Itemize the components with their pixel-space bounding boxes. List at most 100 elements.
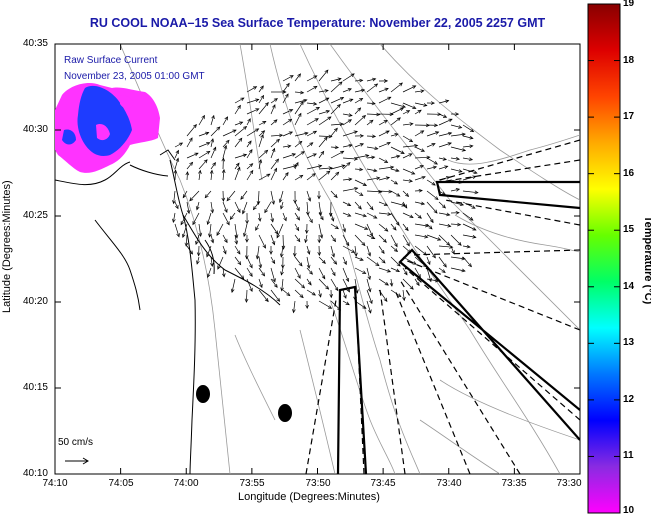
current-vector-head [367, 288, 372, 293]
colorbar [587, 3, 621, 514]
current-vector [294, 256, 303, 267]
current-vector-head [296, 238, 301, 243]
current-vector [426, 190, 439, 200]
current-vector [198, 142, 210, 148]
current-vector-head [437, 237, 442, 241]
current-vector [282, 75, 294, 82]
current-vector [390, 256, 401, 267]
current-vector-head [384, 281, 389, 286]
current-vector [174, 150, 179, 159]
current-vector [174, 170, 176, 181]
current-vector-head [300, 100, 304, 106]
current-vector [342, 278, 350, 293]
current-vector [378, 267, 391, 273]
current-vector [270, 267, 276, 282]
current-vector-head [300, 90, 305, 95]
current-vector [258, 289, 269, 302]
current-vector [366, 177, 380, 181]
current-vector-head [184, 242, 189, 247]
current-vector [390, 133, 398, 137]
current-vector-head [385, 176, 391, 180]
current-vector-head [437, 112, 442, 117]
current-vector-head [193, 123, 197, 129]
current-vector-head [305, 304, 309, 310]
current-vector [402, 102, 416, 109]
current-vector-head [291, 153, 297, 157]
current-vector-head [206, 273, 211, 278]
current-vector-head [421, 175, 426, 180]
current-vector [318, 256, 326, 264]
current-vector-head [278, 198, 283, 204]
current-vector-head [469, 216, 474, 221]
current-vector [366, 212, 377, 219]
current-vector-head [175, 204, 179, 210]
current-vector [172, 212, 176, 223]
current-vector [426, 234, 441, 241]
current-vector-head [245, 238, 249, 243]
current-vector [450, 234, 462, 246]
current-vector-head [359, 97, 364, 102]
current-vector-head [241, 210, 246, 215]
current-vector-head [210, 138, 215, 143]
current-vector-head [338, 81, 343, 86]
current-vector-head [216, 231, 221, 237]
current-vector-head [249, 287, 253, 293]
current-vector [198, 223, 202, 237]
current-vector [414, 90, 424, 93]
current-vector-head [343, 260, 347, 266]
current-vector [294, 278, 305, 289]
current-vector [354, 79, 363, 82]
current-vector [378, 120, 388, 126]
current-vector-head [206, 253, 210, 258]
current-vector-head [445, 99, 450, 104]
current-vector-head [314, 118, 319, 122]
current-vector-head [281, 264, 285, 269]
current-vector-head [309, 270, 313, 275]
current-vector [222, 140, 230, 148]
current-vector [306, 142, 314, 148]
current-vector [366, 146, 378, 150]
current-vector-head [240, 195, 245, 200]
current-vector-head [337, 77, 342, 82]
current-vector [354, 223, 368, 230]
current-vector-head [303, 98, 308, 103]
current-vector-head [409, 285, 414, 290]
current-vector [186, 201, 190, 214]
current-vector-head [444, 165, 449, 169]
current-vector-head [448, 131, 453, 136]
current-vector-head [369, 299, 373, 305]
map-title: RU COOL NOAA–15 Sea Surface Temperature:… [89, 16, 546, 30]
current-vector [390, 245, 398, 252]
current-vector [258, 121, 266, 126]
current-vector [438, 212, 450, 216]
current-vector-head [325, 97, 330, 102]
current-vector-head [297, 112, 302, 117]
current-vector [366, 190, 382, 193]
current-vector-head [455, 156, 460, 161]
current-vector [366, 113, 380, 115]
current-vector [258, 95, 264, 104]
current-vector [366, 201, 374, 210]
current-vector-head [392, 226, 397, 231]
current-vector-head [472, 235, 477, 239]
current-vector-head [347, 88, 352, 92]
current-vector-head [347, 119, 352, 123]
current-vector [270, 223, 279, 235]
current-vector-head [309, 218, 313, 224]
current-vector [378, 201, 388, 206]
current-vector [234, 267, 244, 280]
buoy-marker-1 [196, 385, 210, 403]
current-vector [330, 256, 337, 265]
current-vector-head [259, 283, 263, 289]
current-vector-head [405, 110, 411, 114]
current-vector-head [304, 239, 308, 244]
current-vector-head [255, 226, 259, 231]
current-vector-head [416, 281, 420, 287]
current-vector-head [273, 167, 277, 172]
current-vector [174, 158, 179, 170]
current-vector-head [331, 253, 335, 258]
current-vector [378, 278, 389, 286]
current-vector [354, 179, 367, 186]
current-vector [306, 267, 313, 275]
current-vector-head [296, 216, 300, 221]
